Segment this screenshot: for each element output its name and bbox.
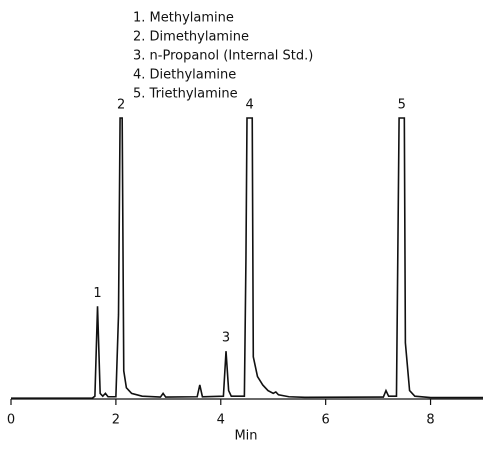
x-tick-label: 8 (426, 413, 434, 428)
peak-label: 4 (245, 98, 253, 113)
x-tick-label: 4 (217, 413, 225, 428)
legend-item: 2. Dimethylamine (133, 30, 249, 45)
legend-item: 4. Diethylamine (133, 68, 236, 83)
peak-label: 1 (93, 286, 101, 301)
x-tick-label: 6 (322, 413, 330, 428)
peak-label: 3 (222, 331, 230, 346)
x-tick-label: 2 (112, 413, 120, 428)
trace (11, 117, 483, 399)
x-tick-label: 0 (7, 413, 15, 428)
legend-item: 5. Triethylamine (133, 87, 238, 102)
peak-label: 2 (117, 98, 125, 113)
legend-item: 3. n-Propanol (Internal Std.) (133, 49, 313, 64)
legend-item: 1. Methylamine (133, 11, 234, 26)
x-axis-label: Min (234, 429, 257, 444)
peak-label: 5 (398, 98, 406, 113)
